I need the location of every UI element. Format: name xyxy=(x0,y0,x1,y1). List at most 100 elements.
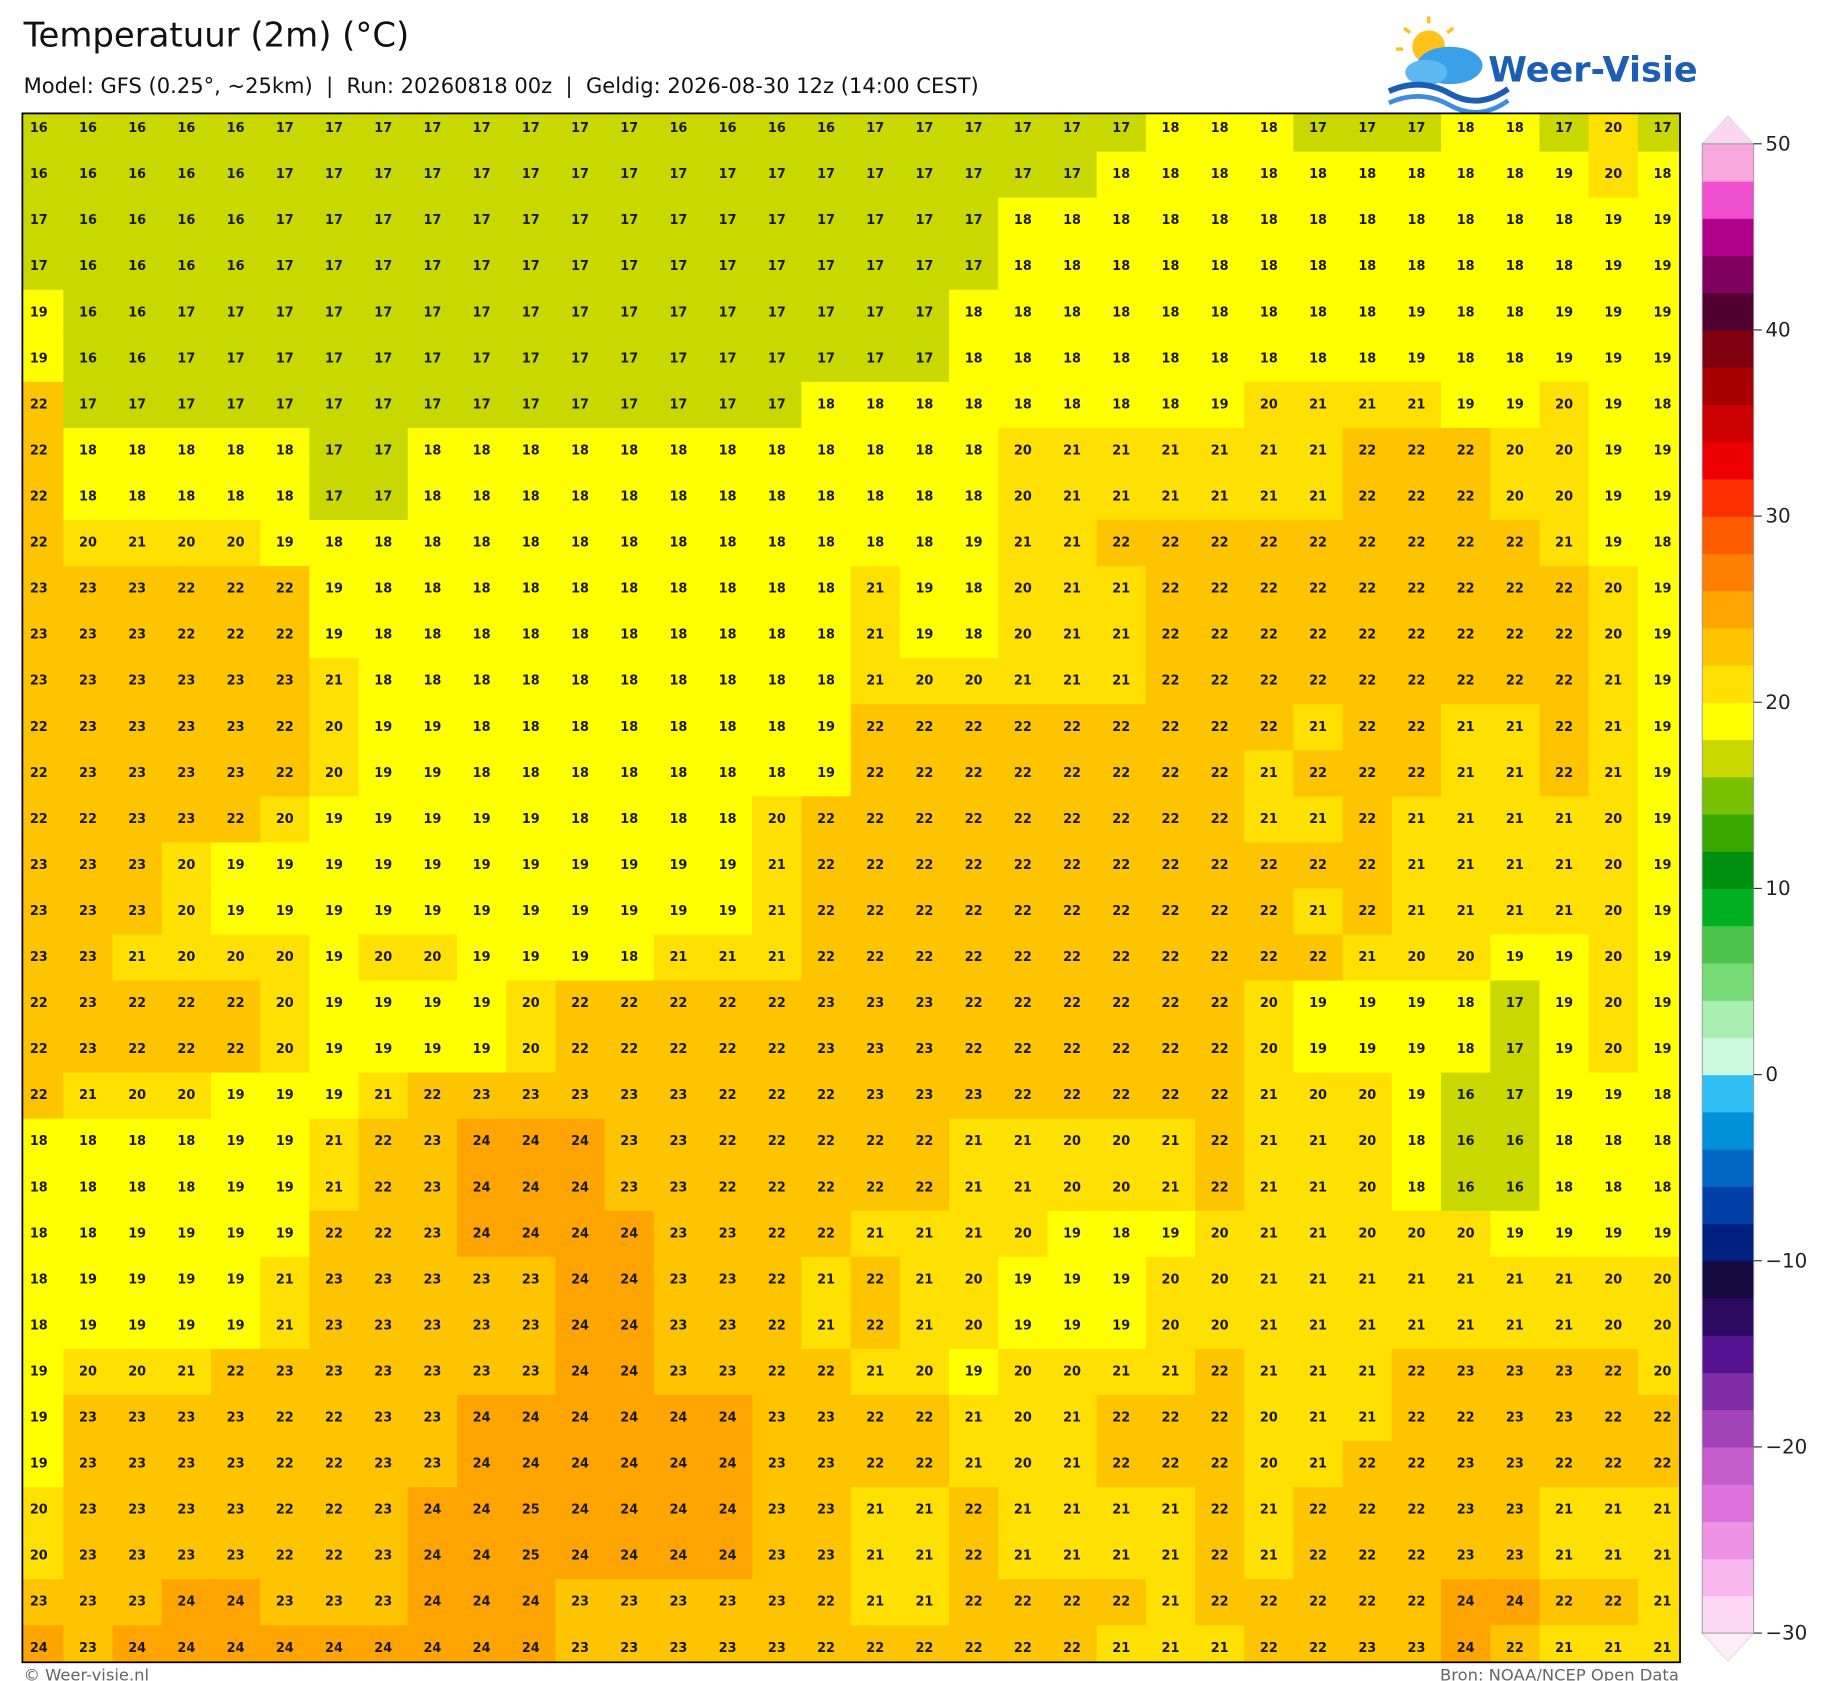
cell-label: 17 xyxy=(1063,167,1081,182)
cell-label: 22 xyxy=(227,582,245,597)
field-cell xyxy=(1195,658,1245,705)
cell-label: 20 xyxy=(1260,1411,1278,1426)
field-cell xyxy=(309,473,360,521)
cell-label: 18 xyxy=(1014,259,1032,274)
field-cell xyxy=(1342,427,1393,475)
colorbar-bin xyxy=(1702,1149,1754,1187)
cell-label: 18 xyxy=(1162,305,1180,320)
field-cell xyxy=(850,289,901,337)
cell-label: 22 xyxy=(177,628,195,643)
cell-label: 19 xyxy=(915,628,933,643)
field-cell xyxy=(555,612,606,659)
cell-label: 17 xyxy=(620,213,638,228)
cell-label: 21 xyxy=(965,1226,983,1241)
field-cell xyxy=(210,289,261,337)
field-cell xyxy=(1047,289,1098,337)
field-cell xyxy=(456,704,507,751)
field-cell xyxy=(210,658,261,705)
cell-label: 18 xyxy=(1211,259,1229,274)
cell-label: 21 xyxy=(177,1364,195,1379)
field-cell xyxy=(899,197,950,245)
cell-label: 21 xyxy=(1309,1226,1327,1241)
cell-label: 23 xyxy=(669,1134,687,1149)
cell-label: 20 xyxy=(177,536,195,551)
cell-label: 22 xyxy=(817,1595,835,1610)
cell-label: 21 xyxy=(1408,1272,1426,1287)
field-cell xyxy=(801,151,852,199)
field-cell xyxy=(752,151,803,199)
cell-label: 20 xyxy=(177,1088,195,1103)
field-cell xyxy=(63,473,114,521)
cell-label: 17 xyxy=(817,305,835,320)
field-cell xyxy=(1342,658,1393,705)
field-cell xyxy=(161,796,212,844)
field-cell xyxy=(1490,289,1541,337)
field-cell xyxy=(1342,750,1393,798)
cell-label: 17 xyxy=(227,305,245,320)
field-cell xyxy=(1588,566,1639,613)
cell-label: 22 xyxy=(965,766,983,781)
cell-label: 17 xyxy=(276,213,294,228)
field-cell xyxy=(1195,704,1245,751)
cell-label: 17 xyxy=(669,351,687,366)
cell-label: 21 xyxy=(1604,1503,1622,1518)
cell-label: 17 xyxy=(719,259,737,274)
cell-label: 19 xyxy=(128,1272,146,1287)
cell-label: 22 xyxy=(374,1134,392,1149)
field-cell xyxy=(112,289,163,337)
cell-label: 20 xyxy=(177,950,195,965)
cell-label: 19 xyxy=(325,812,343,827)
cell-label: 20 xyxy=(1604,1272,1622,1287)
field-cell xyxy=(653,796,704,844)
field-cell xyxy=(653,750,704,798)
colorbar-bin xyxy=(1702,553,1754,592)
cell-label: 21 xyxy=(128,536,146,551)
cell-label: 17 xyxy=(374,259,392,274)
cell-label: 21 xyxy=(1555,1318,1573,1333)
cell-label: 21 xyxy=(1063,1411,1081,1426)
field-cell xyxy=(850,113,901,153)
cell-label: 23 xyxy=(128,858,146,873)
cell-label: 22 xyxy=(817,1641,835,1656)
field-cell xyxy=(1391,658,1442,705)
cell-label: 18 xyxy=(1211,305,1229,320)
cell-label: 25 xyxy=(522,1503,540,1518)
cell-label: 20 xyxy=(276,996,294,1011)
field-cell xyxy=(801,427,852,475)
field-cell xyxy=(1441,704,1491,751)
cell-label: 22 xyxy=(1260,1641,1278,1656)
cell-label: 19 xyxy=(1654,904,1672,919)
field-cell xyxy=(703,197,753,245)
cell-label: 17 xyxy=(325,305,343,320)
colorbar-bin xyxy=(1702,1186,1754,1225)
cell-label: 18 xyxy=(1112,259,1130,274)
cell-label: 21 xyxy=(915,1272,933,1287)
cell-label: 21 xyxy=(965,1134,983,1149)
cell-label: 20 xyxy=(1162,1272,1180,1287)
cell-label: 22 xyxy=(1211,996,1229,1011)
cell-label: 18 xyxy=(177,443,195,458)
cell-label: 23 xyxy=(79,1411,97,1426)
cell-label: 22 xyxy=(1555,1457,1573,1472)
cell-label: 22 xyxy=(1211,536,1229,551)
field-cell xyxy=(260,197,311,245)
field-cell xyxy=(949,473,999,521)
cell-label: 22 xyxy=(719,1042,737,1057)
cell-label: 18 xyxy=(669,674,687,689)
field-cell xyxy=(210,113,261,153)
field-cell xyxy=(1047,704,1098,751)
field-cell xyxy=(260,520,311,567)
cell-label: 18 xyxy=(79,1134,97,1149)
cell-label: 20 xyxy=(1654,1272,1672,1287)
field-cell xyxy=(358,796,409,844)
field-cell xyxy=(1293,427,1344,475)
cell-label: 22 xyxy=(1162,1042,1180,1057)
field-cell xyxy=(456,520,507,567)
cell-label: 17 xyxy=(915,167,933,182)
cell-label: 19 xyxy=(1604,213,1622,228)
field-cell xyxy=(1047,113,1098,153)
field-cell xyxy=(1293,197,1344,245)
cell-label: 24 xyxy=(30,1641,48,1656)
footer-left: © Weer-visie.nl xyxy=(24,1666,150,1681)
